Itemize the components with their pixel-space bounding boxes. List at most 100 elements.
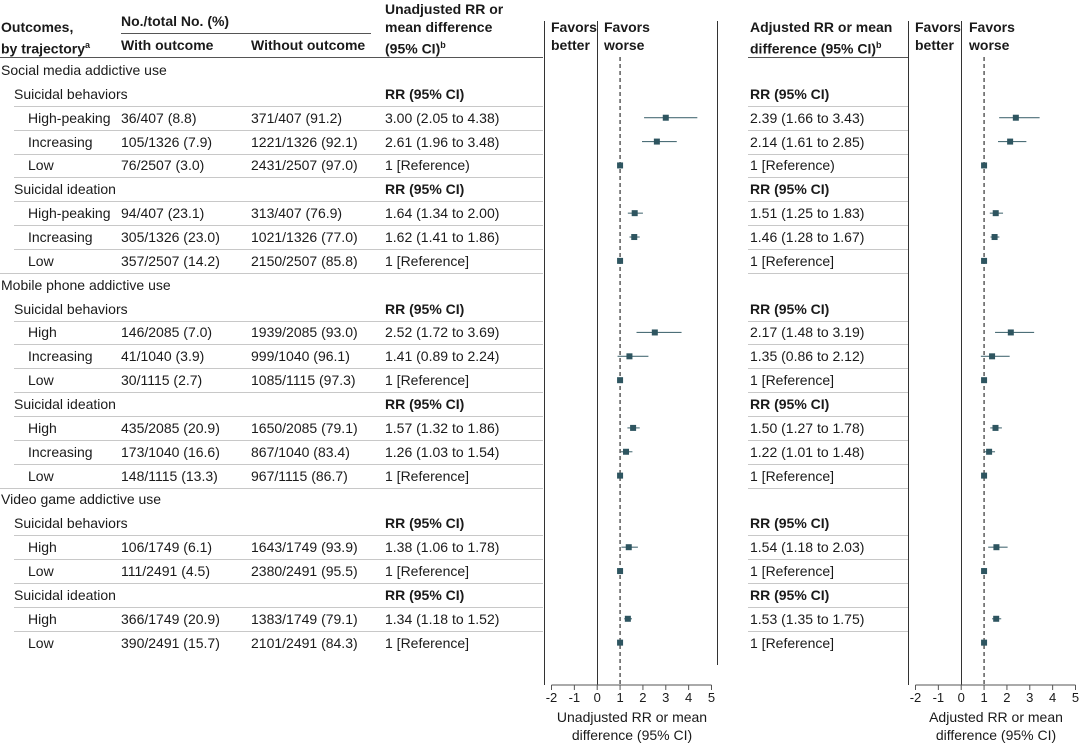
unadjusted-axis-title-line1: Unadjusted RR or mean [556, 709, 708, 725]
adjusted-estimate-cell: 1.50 (1.27 to 1.78) [750, 419, 865, 436]
without-outcome-cell: 1650/2085 (79.1) [251, 419, 358, 436]
favors-better-line1: Favors [551, 19, 597, 35]
unadjusted-estimate-cell: 1 [Reference) [385, 157, 470, 174]
adjusted-estimate-cell: 1 [Reference] [750, 634, 835, 651]
without-outcome-cell: 867/1040 (83.4) [251, 443, 350, 460]
x-tick-label: 0 [594, 690, 601, 705]
footnote-a-marker: a [85, 40, 91, 50]
row-divider-adjusted [748, 130, 909, 131]
with-outcome-cell: 76/2507 (3.0) [121, 157, 205, 174]
adjusted-estimate-cell: 1 [Reference) [750, 157, 835, 174]
with-outcome-cell: 106/1749 (6.1) [121, 539, 213, 556]
row-divider-adjusted [748, 106, 909, 107]
unadjusted-estimate-cell: 1.62 (1.41 to 1.86) [385, 229, 500, 246]
row-divider-adjusted [748, 416, 909, 417]
row-divider [14, 535, 543, 536]
unadjusted-ci-subheader: RR (95% CI) [385, 181, 465, 198]
estimate-marker [993, 544, 1000, 551]
trajectory-label: High-peaking [28, 109, 111, 126]
estimate-marker [1007, 329, 1014, 336]
estimate-marker [623, 448, 630, 455]
adjusted-estimate-cell: 1.53 (1.35 to 1.75) [750, 610, 865, 627]
without-outcome-cell: 1021/1326 (77.0) [251, 229, 358, 246]
unadjusted-estimate-cell: 1 [Reference] [385, 563, 470, 580]
row-divider [14, 631, 543, 632]
subsection-label: Suicidal behaviors [14, 85, 128, 102]
row-divider [14, 607, 543, 608]
with-outcome-cell: 366/1749 (20.9) [121, 610, 220, 627]
without-outcome-cell: 2380/2491 (95.5) [251, 563, 358, 580]
row-divider [0, 273, 543, 274]
subsection-label: Suicidal behaviors [14, 300, 128, 317]
unadjusted-estimate-cell: 3.00 (2.05 to 4.38) [385, 109, 500, 126]
trajectory-label: High [28, 610, 57, 627]
row-divider-adjusted [748, 392, 909, 393]
row-divider-adjusted [748, 154, 909, 155]
footnote-b-marker-adjusted: b [876, 40, 882, 50]
row-divider [14, 177, 543, 178]
x-tick-label: 2 [1003, 690, 1010, 705]
adjusted-estimate-cell: 1 [Reference] [750, 563, 835, 580]
subsection-label: Suicidal behaviors [14, 515, 128, 532]
favors-worse-line2: worse [604, 37, 645, 53]
adjusted-estimate-cell: 1.35 (0.86 to 2.12) [750, 348, 865, 365]
with-outcome-cell: 30/1115 (2.7) [121, 372, 203, 389]
unadjusted-axis-title-line2: difference (95% CI) [571, 727, 693, 743]
without-outcome-cell: 1643/1749 (93.9) [251, 539, 358, 556]
unadjusted-ci-subheader: RR (95% CI) [385, 396, 465, 413]
with-outcome-cell: 36/407 (8.8) [121, 109, 197, 126]
trajectory-label: Low [28, 372, 54, 389]
row-divider-adjusted [748, 607, 909, 608]
with-outcome-cell: 305/1326 (23.0) [121, 229, 220, 246]
without-outcome-cell: 313/407 (76.9) [251, 205, 343, 222]
unadjusted-estimate-cell: 1 [Reference] [385, 467, 470, 484]
adjusted-favors-better-line1: Favors [915, 19, 961, 35]
unadjusted-estimate-cell: 1.41 (0.89 to 2.24) [385, 348, 500, 365]
without-outcome-cell: 1221/1326 (92.1) [251, 133, 358, 150]
adjusted-ci-subheader: RR (95% CI) [750, 300, 830, 317]
trajectory-label: High-peaking [28, 205, 111, 222]
estimate-marker [631, 210, 638, 217]
estimate-marker [651, 329, 658, 336]
unadjusted-estimate-cell: 1.38 (1.06 to 1.78) [385, 539, 500, 556]
x-tick-label: -2 [546, 690, 558, 705]
trajectory-label: High [28, 324, 57, 341]
unadjusted-ci-subheader: RR (95% CI) [385, 586, 465, 603]
trajectory-label: Low [28, 634, 54, 651]
estimate-marker [981, 639, 988, 646]
adjusted-header-line2: difference (95% CI)b [750, 37, 882, 58]
header-bottom-rule-right [748, 57, 909, 58]
subsection-label: Suicidal ideation [14, 586, 116, 603]
estimate-marker [981, 472, 988, 479]
with-outcome-cell: 111/2491 (4.5) [121, 563, 210, 580]
trajectory-label: High [28, 539, 57, 556]
without-outcome-cell: 2150/2507 (85.8) [251, 252, 358, 269]
adjusted-estimate-cell: 1.54 (1.18 to 2.03) [750, 539, 865, 556]
unadjusted-estimate-cell: 1.26 (1.03 to 1.54) [385, 443, 500, 460]
row-divider-adjusted [748, 464, 909, 465]
adjusted-estimate-cell: 1.51 (1.25 to 1.83) [750, 205, 865, 222]
adjusted-ci-subheader: RR (95% CI) [750, 396, 830, 413]
with-outcome-cell: 41/1040 (3.9) [121, 348, 205, 365]
subsection-label: Suicidal ideation [14, 396, 116, 413]
row-divider [14, 249, 543, 250]
row-divider-adjusted [748, 535, 909, 536]
x-tick-label: 4 [685, 690, 692, 705]
without-outcome-cell: 967/1115 (86.7) [251, 467, 348, 484]
estimate-marker [992, 210, 999, 217]
with-outcome-cell: 435/2085 (20.9) [121, 419, 220, 436]
adjusted-estimate-cell: 1.22 (1.01 to 1.48) [750, 443, 865, 460]
favors-better-line2: better [551, 37, 590, 53]
row-divider [14, 559, 543, 560]
estimate-marker [617, 162, 624, 169]
trajectory-label: Low [28, 157, 54, 174]
with-outcome-cell: 146/2085 (7.0) [121, 324, 213, 341]
unadjusted-ci-label: (95% CI) [385, 40, 441, 57]
adjusted-axis-title-line2: difference (95% CI) [935, 727, 1057, 743]
x-tick-label: -1 [569, 690, 581, 705]
unadjusted-ci-subheader: RR (95% CI) [385, 515, 465, 532]
row-divider [14, 392, 543, 393]
unadjusted-ci-subheader: RR (95% CI) [385, 85, 465, 102]
row-divider-adjusted [748, 368, 909, 369]
estimate-marker [1012, 114, 1019, 121]
